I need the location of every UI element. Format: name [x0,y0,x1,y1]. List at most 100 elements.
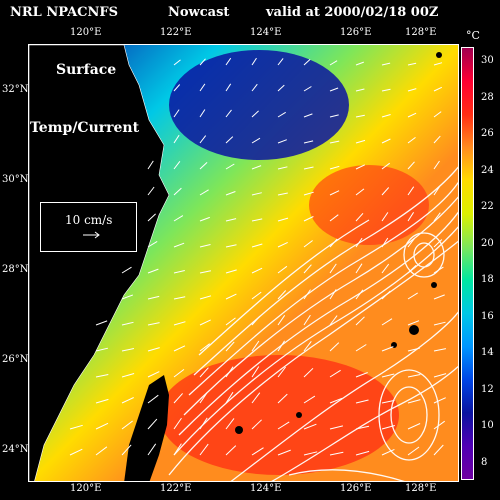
current-vector-arrow [121,373,135,378]
current-vector-arrow [329,425,344,430]
current-vector-arrow [433,111,442,118]
current-vector-arrow [303,113,313,118]
colorbar-tick: 24 [481,164,494,176]
current-vector-arrow [355,263,363,274]
lon-tick-bottom: 126°E [340,483,372,494]
lon-tick-bottom: 122°E [160,483,192,494]
current-vector-arrow [329,342,340,352]
current-vector-arrow [433,420,445,430]
vector-scale-legend: 10 cm/s [40,202,137,252]
current-vector-arrow [147,213,156,222]
current-vector-arrow [407,399,421,404]
cold-pool [169,50,349,160]
current-vector-arrow [225,418,235,430]
current-vector-arrow [381,212,389,222]
current-vector-arrow [173,109,180,118]
current-vector-arrow [199,216,210,222]
taiwan-island [124,375,169,481]
current-vector-arrow [173,296,186,300]
island [409,325,419,335]
current-vector-arrow [381,290,391,300]
current-vector-arrow [121,397,134,404]
current-vector-arrow [381,373,395,378]
current-vector-arrow [303,340,312,352]
current-vector-arrow [251,83,258,92]
current-vector-arrow [355,399,369,404]
current-vector-arrow [199,162,208,170]
current-vector-arrow [303,395,316,404]
current-vector-arrow [147,295,160,300]
current-vector-arrow [433,135,441,144]
current-vector-arrow [329,114,339,118]
temperature-colorbar [461,47,474,480]
current-vector-arrow [355,114,365,118]
lon-tick-top: 122°E [160,27,192,38]
island [431,282,437,288]
colorbar-tick: 10 [481,420,494,431]
current-vector-arrow [277,366,286,378]
current-vector-arrow [173,321,186,326]
current-vector-arrow [251,165,262,170]
current-vector-arrow [147,322,160,326]
current-vector-arrow [173,270,185,274]
current-vector-arrow [225,109,232,118]
current-vector-arrow [381,62,391,66]
current-vector-arrow [173,215,184,222]
current-vector-arrow [407,186,415,196]
current-vector-arrow [407,238,415,248]
current-vector-arrow [407,423,421,430]
current-vector-arrow [173,369,185,378]
current-vector-arrow [199,58,206,66]
current-vector-arrow [355,344,367,352]
current-vector-arrow [303,216,314,222]
current-vector-arrow [199,417,208,430]
current-vector-arrow [381,237,389,248]
current-vector-arrow [277,265,288,274]
current-vector-arrow [303,59,311,66]
current-vector-arrow [355,139,366,144]
current-vector-arrow [173,345,186,352]
current-vector-arrow [147,268,159,274]
map-canvas [29,45,458,481]
current-vector-arrow [199,109,206,118]
current-vector-arrow [433,212,441,222]
current-vector-arrow [329,369,341,378]
current-vector-arrow [329,263,337,274]
current-vector-arrow [251,315,261,326]
current-vector-arrow [121,420,133,430]
current-vector-arrow [225,244,237,248]
current-vector-arrow [407,88,417,92]
current-vector-arrow [381,425,395,430]
vector-scale-label: 10 cm/s [65,213,113,227]
warm-core [159,355,399,475]
current-vector-arrow [225,317,236,326]
current-vector-arrow [225,218,237,222]
current-vector-arrow [407,292,418,300]
current-vector-arrow [121,321,134,326]
colorbar-tick: 20 [481,237,494,249]
current-vector-arrow [225,366,234,378]
current-vector-arrow [329,289,337,300]
current-vector-arrow [277,340,286,352]
current-vector-arrow [303,367,314,378]
current-vector-arrow [95,446,108,456]
current-vector-arrow [303,140,314,144]
lon-tick-bottom: 128°E [405,483,437,494]
current-vector-arrow [303,191,314,196]
current-vector-arrow [277,192,288,196]
current-vector-arrow [381,399,395,404]
current-vector-arrow [355,61,364,66]
current-vector-arrow [173,443,182,456]
current-vector-arrow [407,446,420,456]
current-vector-arrow [147,347,160,352]
current-vector-arrow [147,371,160,378]
current-vector-arrow [95,374,109,378]
current-vector-arrow [251,243,263,248]
current-vector-arrow [433,397,446,404]
current-vector-arrow [355,372,368,378]
map-label-surface: Surface [56,62,117,78]
lon-tick-top: 128°E [405,27,437,38]
current-vector-arrow [355,88,365,92]
current-vector-arrow [277,84,285,92]
current-vector-arrow [251,447,264,456]
